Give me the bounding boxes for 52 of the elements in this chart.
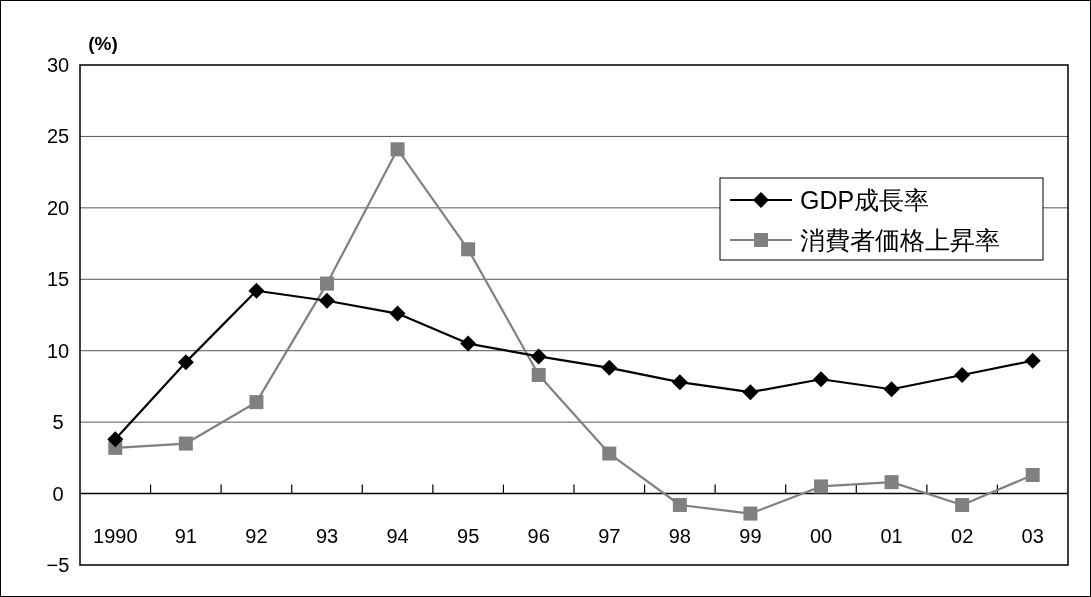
y-tick-label: −5 [46, 554, 70, 576]
y-tick-label: 10 [46, 339, 70, 362]
point [319, 292, 335, 309]
point [320, 276, 334, 291]
x-tick-label: 97 [598, 525, 621, 547]
point [390, 142, 405, 157]
y-tick-label: 25 [46, 125, 70, 148]
point [389, 305, 406, 322]
x-tick-label: 02 [951, 525, 974, 547]
x-tick-label: 91 [174, 525, 197, 547]
point [813, 371, 829, 388]
x-tick-label: 99 [739, 525, 762, 547]
point [530, 348, 547, 365]
x-tick-label: 96 [527, 525, 550, 547]
point [107, 431, 124, 448]
point [601, 359, 618, 376]
point [461, 242, 476, 257]
point [177, 354, 194, 371]
point [883, 381, 900, 398]
point [531, 368, 546, 382]
point [671, 374, 688, 391]
point [602, 446, 617, 461]
y-tick-label: 5 [52, 411, 64, 434]
point [248, 282, 265, 299]
legend-label: GDP成長率 [800, 186, 930, 214]
point [672, 498, 687, 512]
x-tick-label: 93 [315, 525, 339, 547]
point [1025, 468, 1040, 482]
point [460, 335, 477, 352]
x-tick-label: 98 [668, 525, 691, 547]
point [884, 475, 899, 490]
x-tick-label: 94 [386, 525, 409, 547]
point [249, 395, 264, 410]
point [1024, 352, 1041, 369]
point [954, 367, 971, 383]
legend-label: 消費者価格上昇率 [800, 226, 1000, 254]
y-tick-label: 0 [52, 482, 64, 505]
point [743, 506, 758, 521]
x-tick-label: 01 [880, 525, 903, 547]
point [178, 436, 193, 451]
y-tick-label: 30 [46, 54, 70, 76]
x-tick-label: 1990 [93, 525, 138, 547]
point [955, 498, 970, 512]
x-tick-label: 95 [457, 525, 480, 547]
y-axis-title: (%) [88, 33, 118, 54]
point [742, 384, 759, 401]
x-tick-label: 00 [809, 525, 833, 547]
point [814, 479, 828, 494]
y-tick-label: 20 [46, 196, 70, 219]
x-tick-label: 03 [1021, 525, 1044, 547]
y-tick-label: 15 [46, 268, 70, 291]
x-tick-label: 92 [245, 525, 268, 547]
